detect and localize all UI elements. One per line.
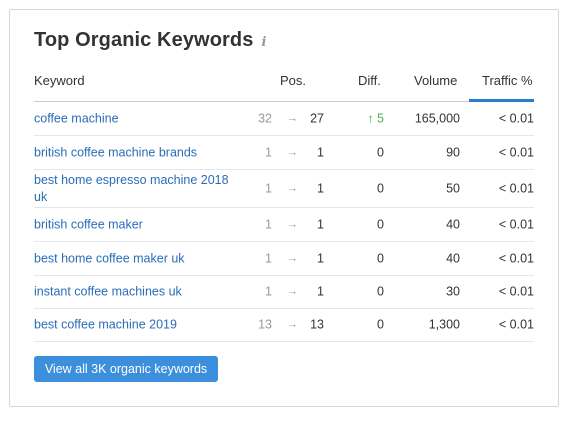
column-header-volume[interactable]: Volume [414,73,458,88]
column-header-traffic[interactable]: Traffic % [482,73,533,88]
table-body: coffee machine 32 → 27 ↑ 5 165,000 < 0.01 briti… [34,102,534,342]
keyword-link[interactable]: instant coffee machines uk [34,284,182,299]
previous-position: 13 [258,317,272,332]
column-header-pos[interactable]: Pos. [280,73,307,88]
widget-title: Top Organic Keywords [34,29,254,51]
keyword-link[interactable]: british coffee machine brands [34,145,198,159]
position-diff: 0 [377,251,384,265]
table-row: british coffee maker 1 → 1 0 40 < 0.01 [34,208,534,242]
traffic-percent: < 0.01 [498,217,534,231]
top-organic-keywords-widget: Top Organic Keywords i Keyword Pos. Diff… [9,9,559,407]
traffic-percent: < 0.01 [498,317,534,332]
arrow-right-icon: → [287,146,298,158]
search-volume: 30 [446,284,460,299]
previous-position: 32 [258,111,272,125]
current-position: 1 [317,251,324,265]
current-position: 1 [317,217,324,231]
search-volume: 40 [446,251,460,265]
table-row: british coffee machine brands 1 → 1 0 90 < 0.0… [34,136,534,170]
traffic-percent: < 0.01 [498,181,534,195]
arrow-right-icon: → [287,182,298,194]
keyword-link[interactable]: british coffee maker [34,217,143,231]
traffic-percent: < 0.01 [498,111,534,125]
table-row: best coffee machine 2019 13 → 13 0 1,300 < 0.0… [34,309,534,342]
arrow-right-icon: → [287,318,298,331]
arrow-right-icon: → [287,218,298,230]
current-position: 1 [317,145,324,159]
traffic-percent: < 0.01 [498,251,534,265]
arrow-right-icon: → [287,252,298,264]
table-row: best home espresso machine 2018 uk 1 → 1 0 50… [34,170,534,208]
current-position: 1 [317,284,324,299]
current-position: 27 [310,111,324,125]
table-header: Keyword Pos. Diff. Volume Traffic % [34,68,534,102]
keyword-link[interactable]: best home coffee maker uk [34,251,185,265]
position-diff: 0 [377,145,384,159]
traffic-percent: < 0.01 [498,284,534,299]
position-diff: 0 [377,181,384,195]
previous-position: 1 [265,217,272,231]
arrow-right-icon: → [287,285,298,298]
widget-header: Top Organic Keywords i [34,29,273,52]
position-diff: ↑ 5 [367,111,384,125]
previous-position: 1 [265,284,272,299]
sort-indicator [469,99,534,102]
search-volume: 50 [446,181,460,195]
search-volume: 90 [446,145,460,159]
search-volume: 40 [446,217,460,231]
current-position: 1 [317,181,324,195]
table-row: best home coffee maker uk 1 → 1 0 40 < 0.01 [34,242,534,276]
column-header-keyword[interactable]: Keyword [34,73,85,88]
previous-position: 1 [265,181,272,195]
position-diff: 0 [377,317,384,332]
current-position: 13 [310,317,324,332]
search-volume: 1,300 [428,317,460,332]
info-icon[interactable]: i [261,34,267,50]
previous-position: 1 [265,251,272,265]
keyword-link[interactable]: best home espresso machine 2018 uk [34,172,229,204]
keyword-link[interactable]: best coffee machine 2019 [34,317,177,332]
search-volume: 165,000 [414,111,460,125]
position-diff: 0 [377,284,384,299]
keyword-link[interactable]: coffee machine [34,111,119,125]
previous-position: 1 [265,145,272,159]
arrow-right-icon: → [287,112,298,124]
traffic-percent: < 0.01 [498,145,534,159]
view-all-keywords-button[interactable]: View all 3K organic keywords [34,356,218,382]
column-header-diff[interactable]: Diff. [358,73,381,88]
keywords-table: Keyword Pos. Diff. Volume Traffic % coff… [34,68,534,342]
position-diff: 0 [377,217,384,231]
table-row: instant coffee machines uk 1 → 1 0 30 < 0.01 [34,276,534,309]
table-row: coffee machine 32 → 27 ↑ 5 165,000 < 0.01 [34,102,534,136]
